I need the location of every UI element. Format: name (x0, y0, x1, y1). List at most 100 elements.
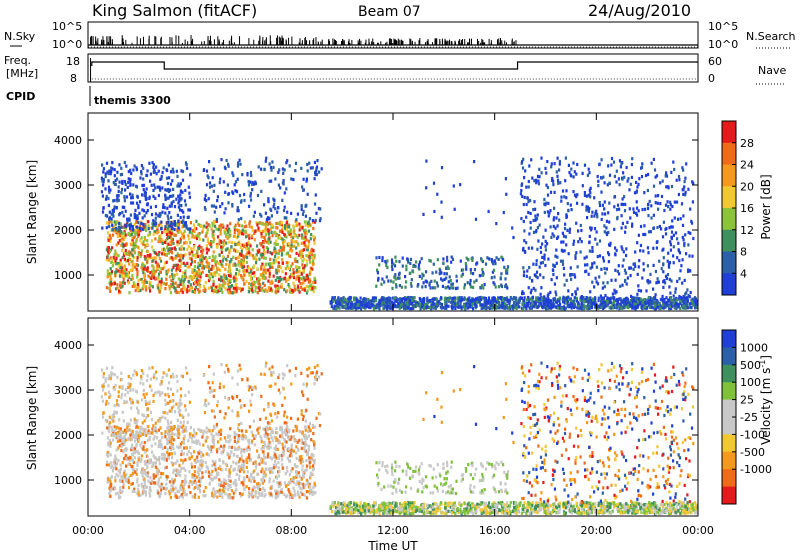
power-cell (121, 256, 124, 260)
power-cell (590, 306, 593, 310)
power-cell (172, 277, 175, 281)
power-cell (367, 298, 370, 302)
power-cell (182, 219, 185, 223)
power-cell (469, 279, 472, 283)
power-cell (448, 286, 451, 290)
power-cell (621, 221, 624, 225)
power-cell (649, 280, 652, 284)
power-cell (686, 303, 689, 307)
power-cell (506, 268, 509, 272)
power-cell (627, 306, 630, 310)
power-cell (521, 292, 524, 296)
power-cell (270, 225, 273, 229)
power-cell (684, 176, 687, 180)
power-cell (172, 233, 175, 237)
power-cell (214, 255, 217, 259)
power-cell (537, 239, 540, 243)
power-cell (236, 236, 239, 240)
power-cell (318, 219, 322, 223)
power-cell (466, 281, 469, 285)
power-cell (522, 306, 525, 311)
power-cell (535, 274, 538, 278)
power-cell (478, 298, 481, 302)
power-cell (654, 300, 657, 304)
power-cell (428, 258, 431, 263)
power-cell (586, 205, 590, 209)
power-cell (197, 234, 200, 238)
power-cell (234, 273, 237, 278)
power-cell (691, 200, 694, 204)
power-cell (282, 171, 285, 175)
power-cell (220, 245, 223, 249)
power-cell (593, 261, 596, 265)
power-cell (621, 247, 624, 251)
power-cell (383, 280, 386, 284)
power-cell (577, 303, 580, 307)
power-cell (197, 281, 200, 285)
power-cell (204, 288, 207, 293)
power-cell (241, 260, 244, 264)
power-cell (625, 247, 628, 251)
power-cell (674, 287, 677, 291)
power-cell (563, 226, 567, 231)
power-cell (279, 245, 282, 249)
power-cell (585, 299, 588, 303)
power-cell (222, 225, 225, 229)
power-cell (407, 295, 410, 300)
power-cell (607, 230, 610, 234)
power-cell (313, 253, 316, 257)
power-cell (604, 304, 607, 308)
power-cell (476, 297, 479, 301)
power-cell (116, 177, 119, 181)
power-cell (269, 251, 272, 255)
power-cell (307, 243, 310, 247)
power-cell (491, 298, 494, 302)
power-cell (465, 298, 468, 302)
power-cell (223, 239, 226, 243)
power-cell (226, 183, 229, 187)
power-cell (637, 209, 640, 213)
power-cell (182, 271, 185, 275)
power-cell (418, 260, 421, 264)
power-cell (169, 256, 172, 260)
power-cell (534, 218, 537, 222)
power-cell (613, 303, 616, 307)
power-cell (305, 259, 309, 263)
power-cell (613, 205, 616, 209)
power-cell (109, 248, 112, 252)
power-cell (144, 257, 147, 261)
power-cell (267, 262, 271, 266)
power-cell (559, 181, 562, 185)
power-cell (159, 259, 163, 263)
power-cell (514, 297, 517, 301)
power-cell (687, 268, 690, 272)
power-cell (114, 274, 117, 278)
power-cell (312, 280, 315, 285)
power-cell (225, 277, 228, 281)
power-cell (277, 252, 280, 256)
power-cell (123, 160, 126, 165)
power-cell (210, 245, 213, 249)
power-cell (397, 301, 400, 306)
power-cell (122, 245, 125, 249)
power-cell (541, 242, 544, 246)
power-cell (164, 240, 167, 244)
power-cell (247, 234, 250, 238)
power-cell (122, 266, 126, 270)
power-cell (260, 242, 263, 246)
power-cell (553, 190, 556, 194)
power-cell (181, 290, 184, 294)
power-cell (352, 296, 355, 300)
power-cell (269, 281, 272, 285)
power-cell (181, 209, 184, 213)
power-cell (365, 301, 368, 305)
power-cell (178, 220, 181, 224)
power-cell (149, 179, 152, 183)
power-cell (405, 280, 408, 284)
power-cell (652, 226, 655, 231)
power-cell (305, 238, 308, 242)
power-cell (640, 175, 644, 179)
power-cell (157, 275, 160, 279)
power-cell (239, 264, 242, 268)
power-cell (263, 251, 267, 255)
